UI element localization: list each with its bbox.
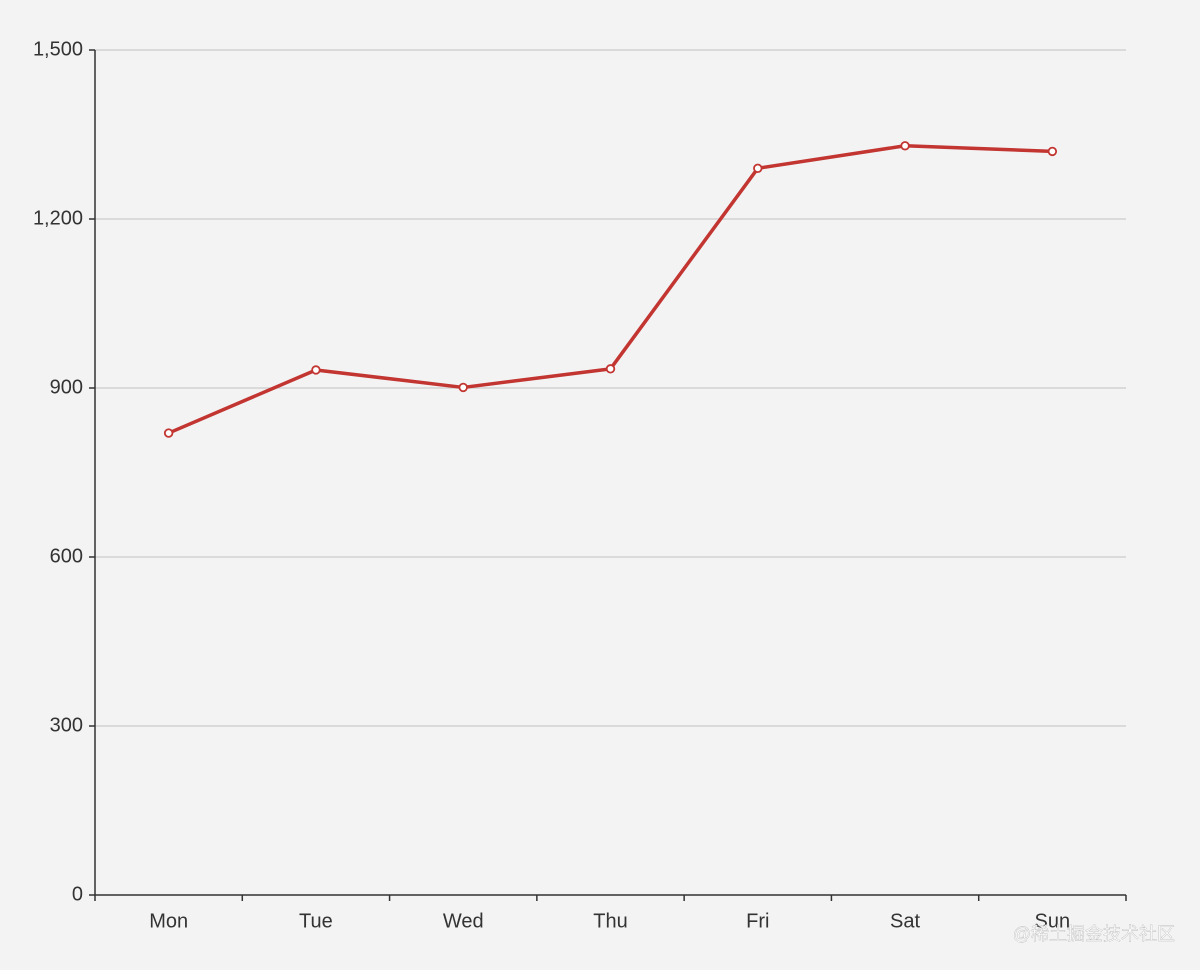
x-tick-label: Sat <box>890 910 920 932</box>
x-tick-label: Mon <box>149 910 188 932</box>
y-tick-label: 300 <box>50 714 83 736</box>
y-tick-label: 600 <box>50 545 83 567</box>
data-point <box>163 428 174 438</box>
y-tick-label: 1,200 <box>33 207 83 229</box>
x-tick-label: Wed <box>443 910 484 932</box>
x-tick-label: Thu <box>593 910 627 932</box>
watermark: @稀土掘金技术社区 <box>1013 924 1175 944</box>
data-point <box>311 365 321 375</box>
data-point <box>458 382 468 393</box>
data-point <box>753 163 763 173</box>
data-point <box>900 141 910 151</box>
y-tick-label: 1,500 <box>33 38 83 60</box>
data-point <box>605 364 616 374</box>
data-point <box>1047 146 1058 157</box>
y-tick-label: 0 <box>72 883 83 905</box>
x-tick-label: Tue <box>299 910 333 932</box>
x-tick-label: Sun <box>1035 910 1071 932</box>
y-tick-label: 900 <box>50 376 83 398</box>
x-tick-label: Fri <box>746 910 769 932</box>
